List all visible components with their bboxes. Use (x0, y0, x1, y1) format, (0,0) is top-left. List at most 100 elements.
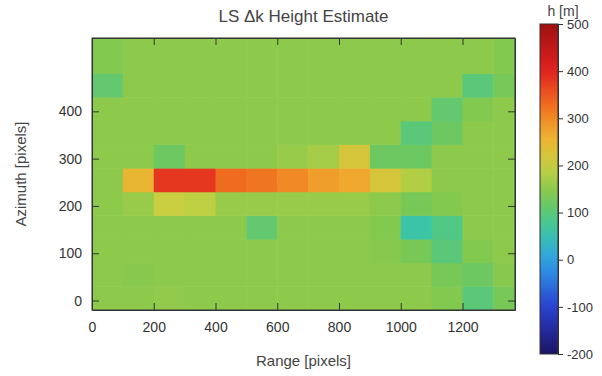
heatmap-cell (432, 97, 463, 121)
tick: 300 (59, 151, 99, 167)
heatmap-cell (277, 215, 308, 239)
heatmap-cell (185, 239, 216, 263)
heatmap-cell (246, 192, 277, 216)
heatmap-cell (246, 263, 277, 287)
tick-label: 0 (74, 293, 82, 309)
heatmap-cell (493, 215, 515, 239)
heatmap-cell (432, 73, 463, 97)
tick-mark (508, 206, 515, 207)
tick-label: 600 (266, 319, 290, 335)
heatmap-cell (123, 215, 154, 239)
colorbar (540, 24, 558, 354)
heatmap-cell (123, 73, 154, 97)
heatmap-cells (92, 38, 515, 310)
tick-mark (558, 307, 563, 308)
heatmap-cell (370, 73, 401, 97)
heatmap-cell (308, 215, 339, 239)
tick-label: 300 (59, 151, 83, 167)
tick: 800 (328, 303, 352, 335)
tick-label: 100 (567, 205, 589, 220)
heatmap-cell (463, 215, 494, 239)
tick: 400 (204, 303, 228, 335)
heatmap-cell (339, 121, 370, 145)
heatmap-cell (493, 286, 515, 310)
tick-mark (154, 303, 155, 310)
tick-label: 400 (59, 103, 83, 119)
heatmap-cell (339, 168, 370, 192)
heatmap-cell (123, 263, 154, 287)
heatmap-cell (216, 97, 247, 121)
heatmap-cell (493, 239, 515, 263)
heatmap-cell (463, 38, 494, 74)
heatmap-cell (432, 121, 463, 145)
heatmap-cell (401, 286, 432, 310)
heatmap-cell (277, 144, 308, 168)
tick-mark (277, 303, 278, 310)
heatmap-cell (154, 144, 185, 168)
tick-mark (339, 38, 340, 45)
tick-mark (508, 301, 515, 302)
x-axis-title: Range [pixels] (256, 352, 351, 369)
heatmap-cell (463, 121, 494, 145)
heatmap-cell (493, 192, 515, 216)
heatmap-cell (246, 121, 277, 145)
tick-mark (558, 118, 563, 119)
heatmap-cell (493, 38, 515, 74)
heatmap-cell (154, 38, 185, 74)
heatmap-cell (92, 168, 123, 192)
y-axis-right (508, 39, 516, 311)
heatmap-cell (92, 192, 123, 216)
heatmap-cell (92, 73, 123, 97)
tick-label: 300 (567, 111, 589, 126)
tick-mark (216, 303, 217, 310)
tick-mark (92, 301, 99, 302)
tick (401, 38, 402, 45)
heatmap-cell (370, 144, 401, 168)
tick: 0 (74, 293, 99, 309)
heatmap-cell (92, 215, 123, 239)
axis-line (93, 310, 516, 311)
tick-mark (92, 253, 99, 254)
heatmap-cell (216, 263, 247, 287)
y-axis-title: Azimuth [pixels] (12, 121, 29, 226)
heatmap-cell (246, 215, 277, 239)
heatmap-cell (493, 263, 515, 287)
tick-label: 200 (59, 198, 83, 214)
heatmap-cell (432, 263, 463, 287)
tick-mark (508, 111, 515, 112)
tick-mark (92, 206, 99, 207)
axis-line (93, 38, 516, 39)
heatmap-cell (185, 121, 216, 145)
heatmap-cell (216, 286, 247, 310)
heatmap-cell (123, 38, 154, 74)
x-axis: 020040060080010001200 (89, 303, 516, 335)
tick-mark (401, 303, 402, 310)
heatmap-cell (92, 144, 123, 168)
heatmap-cell (277, 97, 308, 121)
heatmap-cell (92, 263, 123, 287)
heatmap-cell (246, 168, 277, 192)
tick-label: -100 (567, 300, 593, 315)
heatmap-cell (401, 121, 432, 145)
tick-mark (463, 38, 464, 45)
tick (216, 38, 217, 45)
heatmap-cell (463, 263, 494, 287)
heatmap-cell (493, 121, 515, 145)
tick: 400 (558, 64, 589, 79)
axis-line (515, 39, 516, 311)
heatmap-cell (339, 144, 370, 168)
heatmap-cell (308, 192, 339, 216)
tick (508, 159, 515, 160)
heatmap-cell (277, 168, 308, 192)
heatmap-cell (92, 38, 123, 74)
heatmap-cell (308, 144, 339, 168)
heatmap-cell (216, 38, 247, 74)
heatmap-cell (401, 215, 432, 239)
heatmap-cell (370, 239, 401, 263)
heatmap-cell (401, 144, 432, 168)
tick (508, 253, 515, 254)
tick-label: 1200 (447, 319, 478, 335)
y-axis: 0100200300400 (59, 39, 99, 311)
x-axis-top (93, 38, 516, 45)
heatmap-cell (308, 38, 339, 74)
